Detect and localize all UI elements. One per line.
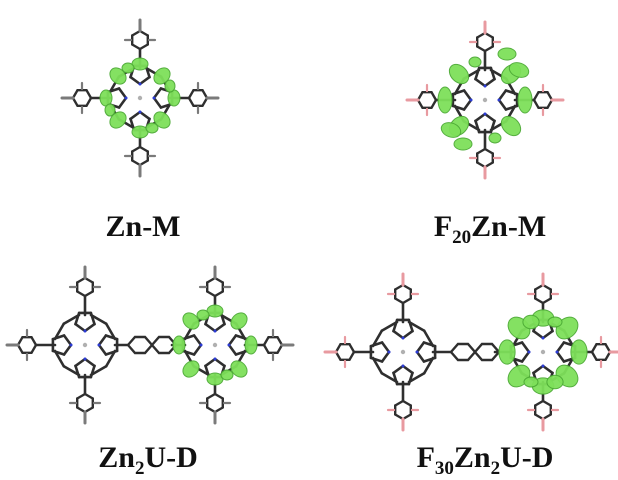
label-zn-m: Zn-M: [105, 210, 181, 243]
label-zn2u-d: Zn2U-D: [98, 441, 198, 479]
molecule-f20zn-m: [405, 20, 565, 180]
orbital-lobes: [172, 304, 258, 386]
molecule-zn-m: [60, 18, 220, 178]
molecule-zn2u-d: [5, 265, 295, 425]
molecule-f30zn2u-d: [323, 272, 618, 432]
orbital-lobes: [498, 309, 588, 395]
orbital-lobes: [437, 47, 533, 151]
orbital-lobes: [99, 57, 181, 139]
label-f30zn2u-d: F30Zn2U-D: [416, 441, 554, 479]
label-f20zn-m: F20Zn-M: [433, 210, 547, 248]
